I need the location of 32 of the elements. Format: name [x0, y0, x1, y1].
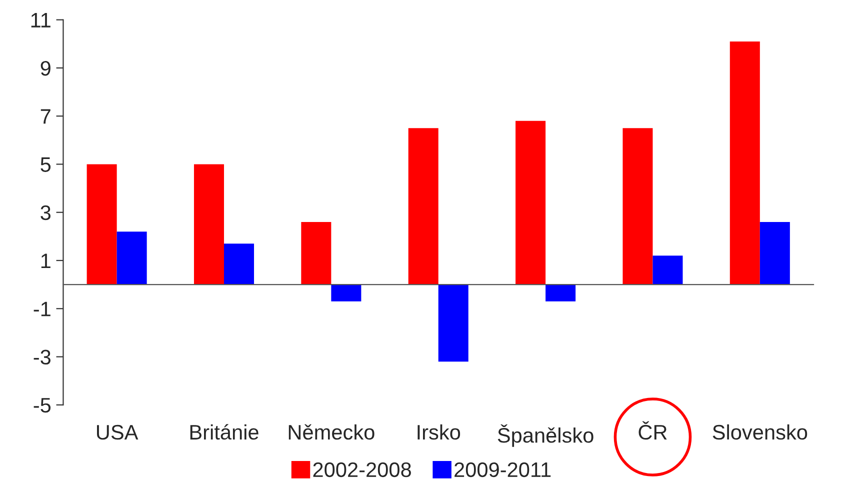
- bar: [331, 284, 362, 302]
- legend-label: 2009-2011: [454, 462, 551, 478]
- bar: [516, 120, 546, 285]
- bar: [86, 164, 117, 285]
- bar: [622, 128, 653, 285]
- x-tick-label: ČR: [638, 421, 667, 440]
- bar: [116, 232, 147, 285]
- y-tick-label: -3: [34, 350, 51, 365]
- bar: [760, 222, 790, 285]
- x-tick-label: Španělsko: [498, 424, 594, 447]
- legend-label: 2002-2008: [313, 462, 411, 478]
- bar: [438, 284, 468, 362]
- y-tick-label: 3: [40, 205, 51, 220]
- x-tick-label: Británie: [190, 424, 258, 440]
- x-tick-label: USA: [97, 424, 138, 440]
- bar: [301, 222, 332, 285]
- bar: [194, 164, 224, 285]
- y-tick-label: 11: [31, 13, 50, 28]
- y-tick-label: -5: [34, 398, 51, 413]
- bar: [224, 244, 254, 285]
- y-tick-label: 1: [41, 254, 50, 268]
- bar: [408, 128, 438, 285]
- x-tick-label: Slovensko: [712, 424, 808, 440]
- y-tick-label: 9: [40, 60, 50, 76]
- bar: [546, 284, 576, 302]
- x-tick-label: Německo: [288, 424, 374, 440]
- y-tick-label: 5: [40, 157, 51, 172]
- x-tick-label: Irsko: [418, 424, 460, 440]
- y-tick-label: -1: [34, 302, 50, 316]
- bar: [652, 256, 683, 285]
- bar: [730, 41, 760, 285]
- y-tick-label: 7: [40, 109, 50, 124]
